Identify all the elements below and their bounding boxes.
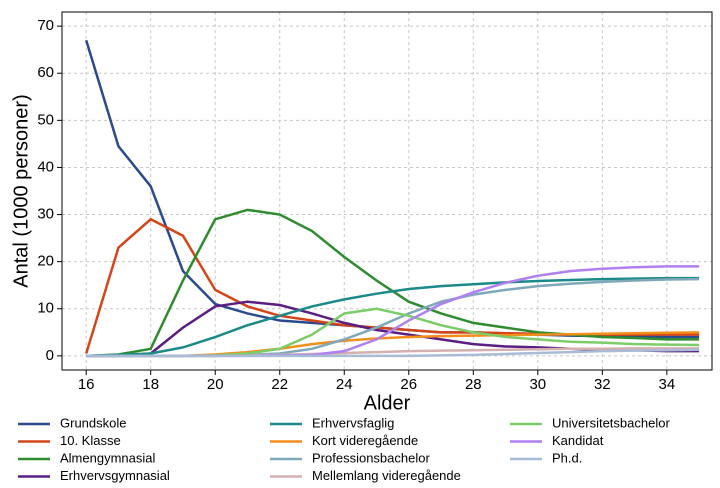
y-tick-label: 60 [37, 64, 54, 81]
x-tick-label: 24 [336, 376, 353, 393]
series-line [86, 276, 700, 358]
legend-label: Kandidat [552, 433, 604, 448]
y-tick-label: 50 [37, 111, 54, 128]
legend-label: Erhvervsgymnasial [60, 468, 170, 483]
x-tick-label: 18 [142, 376, 159, 393]
legend-label: Erhvervsfaglig [312, 415, 394, 430]
plot-border [61, 11, 713, 371]
legend-label: Grundskole [60, 415, 126, 430]
legend-label: Almengymnasial [60, 450, 155, 465]
x-tick-label: 34 [658, 376, 675, 393]
x-tick-label: 20 [207, 376, 224, 393]
y-tick-label: 0 [46, 347, 54, 364]
legend-label: 10. Klasse [60, 433, 121, 448]
legend-label: Kort videregående [312, 433, 418, 448]
y-axis-label: Antal (1000 personer) [10, 94, 32, 287]
x-tick-label: 28 [465, 376, 482, 393]
legend-label: Ph.d. [552, 450, 582, 465]
x-tick-label: 32 [594, 376, 611, 393]
legend-label: Mellemlang videregående [312, 468, 461, 483]
x-tick-label: 22 [271, 376, 288, 393]
series-line [86, 348, 700, 358]
y-tick-label: 30 [37, 206, 54, 223]
legend-label: Universitetsbachelor [552, 415, 670, 430]
y-tick-label: 70 [37, 17, 54, 34]
y-tick-label: 10 [37, 300, 54, 317]
y-tick-label: 40 [37, 158, 54, 175]
x-tick-label: 16 [78, 376, 95, 393]
x-tick-label: 30 [529, 376, 546, 393]
x-axis-label: Alder [364, 392, 411, 414]
y-tick-label: 20 [37, 253, 54, 270]
x-tick-label: 26 [400, 376, 417, 393]
legend-label: Professionsbachelor [312, 450, 430, 465]
